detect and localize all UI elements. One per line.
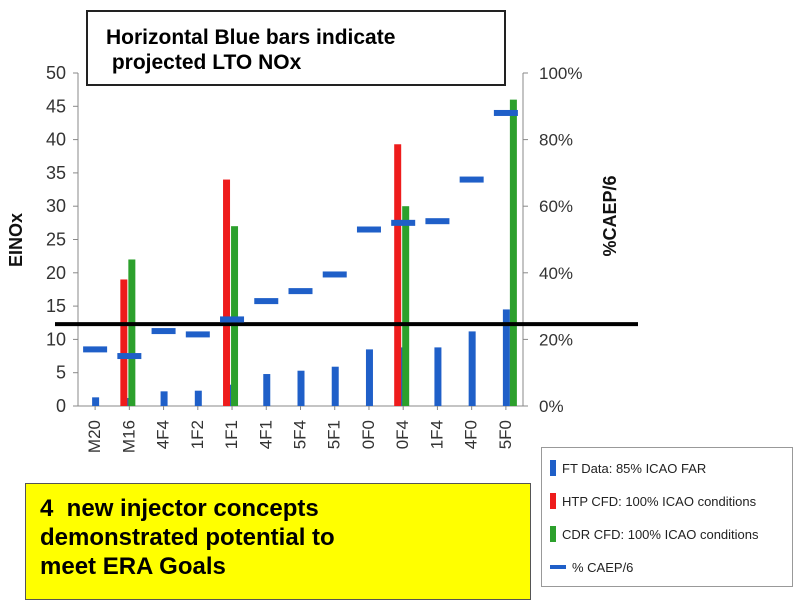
left-tick-label: 50 [46, 63, 66, 83]
chart-axes [73, 72, 528, 410]
right-axis-title: %CAEP/6 [600, 175, 620, 256]
chart-marks [55, 99, 638, 406]
left-tick-label: 20 [46, 263, 66, 283]
x-tick-label: 5F1 [325, 420, 344, 449]
right-tick-label: 60% [539, 197, 573, 216]
left-tick-label: 0 [56, 396, 66, 416]
cdr-cfd-bar [509, 99, 517, 406]
right-tick-label: 0% [539, 397, 564, 416]
caep-dash [493, 109, 518, 116]
caep-dash [391, 219, 416, 226]
caep-dash [322, 271, 347, 278]
legend-item: FT Data: 85% ICAO FAR [550, 459, 706, 477]
ft-data-bar [297, 370, 305, 406]
ft-data-bar [331, 366, 339, 406]
left-tick-label: 30 [46, 196, 66, 216]
legend-label: CDR CFD: 100% ICAO conditions [562, 526, 759, 542]
legend-swatch [550, 493, 556, 509]
legend-swatch [550, 460, 556, 476]
ft-data-bar [434, 347, 442, 406]
legend-swatch [550, 526, 556, 542]
htp-cfd-bar [394, 144, 402, 406]
cdr-cfd-bar [231, 226, 239, 406]
left-tick-label: 45 [46, 96, 66, 116]
caep-dash [117, 353, 142, 360]
goals-note: 4 new injector concepts demonstrated pot… [25, 483, 531, 600]
x-tick-label: 4F0 [462, 420, 481, 449]
left-axis-title: EINOx [6, 213, 26, 267]
caep-dash [220, 316, 245, 323]
caep-dash [185, 331, 210, 338]
caep-dash [83, 346, 108, 353]
legend-item: CDR CFD: 100% ICAO conditions [550, 525, 759, 543]
chart-ticks: 0 5 10 15 20 25 30 35 40 45 50 0% 20% 40% 60% 80% 100% M2… [46, 63, 583, 453]
x-tick-label: M20 [85, 420, 104, 453]
legend-label: HTP CFD: 100% ICAO conditions [562, 493, 757, 509]
legend-label: % CAEP/6 [572, 559, 634, 575]
x-tick-label: 0F4 [393, 420, 412, 449]
caep-dash [459, 176, 484, 183]
legend-item: HTP CFD: 100% ICAO conditions [550, 492, 756, 510]
cdr-cfd-bar [402, 206, 410, 406]
x-tick-label: 0F0 [359, 420, 378, 449]
cdr-cfd-bar [128, 259, 136, 406]
x-tick-label: 1F1 [222, 420, 241, 449]
ft-data-bar [365, 349, 373, 406]
right-tick-label: 80% [539, 131, 573, 150]
caep-dash [151, 328, 176, 335]
ft-data-bar [263, 374, 271, 406]
x-tick-label: 1F2 [188, 420, 207, 449]
ft-data-bar [160, 391, 168, 406]
ft-data-bar [194, 390, 202, 406]
x-tick-label: 4F1 [256, 420, 275, 449]
caep-dash [425, 218, 450, 225]
x-tick-label: 4F4 [154, 420, 173, 449]
x-tick-label: 1F4 [427, 420, 446, 449]
caep-dash [288, 288, 313, 295]
legend-label: FT Data: 85% ICAO FAR [562, 460, 707, 476]
left-tick-label: 40 [46, 130, 66, 150]
chart-legend: FT Data: 85% ICAO FAR HTP CFD: 100% ICAO … [541, 447, 793, 587]
x-tick-label: 5F0 [496, 420, 515, 449]
right-tick-label: 100% [539, 64, 582, 83]
caep-dash [254, 298, 279, 305]
htp-cfd-bar [223, 179, 231, 406]
caep-dash [356, 226, 381, 233]
ft-data-bar [502, 309, 510, 406]
right-tick-label: 20% [539, 330, 573, 349]
x-tick-label: M16 [119, 420, 138, 453]
callout-note: Horizontal Blue bars indicate projected … [86, 10, 506, 86]
legend-swatch [550, 565, 566, 569]
x-tick-label: 5F4 [291, 420, 310, 449]
ft-data-bar [92, 397, 100, 406]
left-tick-label: 5 [56, 363, 66, 383]
left-tick-label: 10 [46, 329, 66, 349]
htp-cfd-bar [120, 279, 128, 406]
legend-item: % CAEP/6 [550, 558, 633, 576]
left-tick-label: 15 [46, 296, 66, 316]
left-tick-label: 35 [46, 163, 66, 183]
right-tick-label: 40% [539, 264, 573, 283]
ft-data-bar [468, 331, 476, 406]
left-tick-label: 25 [46, 230, 66, 250]
